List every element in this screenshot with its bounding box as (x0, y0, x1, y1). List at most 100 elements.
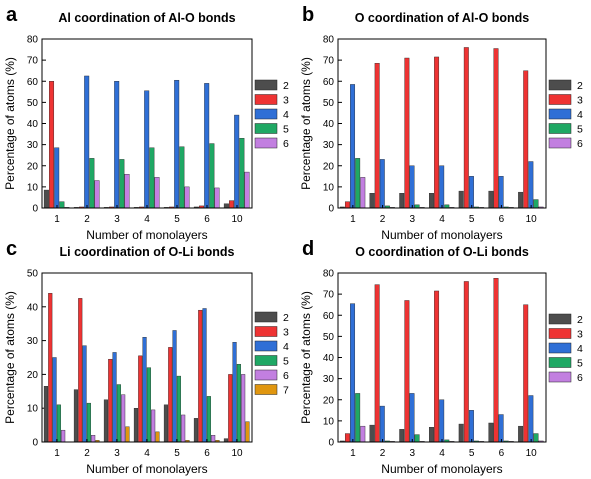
bar-a-s6-2 (94, 180, 100, 209)
x-axis-label: Number of monolayers (86, 462, 207, 476)
legend: 2 3 4 5 6 7 (254, 311, 289, 397)
legend-label-2: 2 (577, 80, 583, 92)
bar-a-s2-1 (43, 189, 49, 209)
x-tick-label: 3 (114, 448, 120, 459)
y-tick-label: 0 (32, 204, 38, 215)
legend-label-4: 4 (283, 341, 289, 353)
legend-label-4: 4 (577, 343, 583, 355)
bar-a-s6-4 (154, 177, 160, 209)
bar-c-s3-4 (138, 355, 143, 443)
x-axis-label: Number of monolayers (381, 462, 502, 476)
x-axis-label: Number of monolayers (86, 228, 207, 242)
bar-d-s2-3 (399, 429, 405, 443)
bar-c-s4-10 (232, 342, 237, 443)
bar-b-s3-1 (344, 201, 350, 209)
bar-d-s2-6 (488, 422, 494, 443)
y-tick-label: 0 (32, 438, 38, 449)
bar-b-s2-5 (458, 190, 464, 209)
x-tick-label: 10 (526, 448, 538, 459)
bar-c-s3-2 (78, 298, 83, 443)
x-tick-label: 4 (144, 448, 150, 459)
bar-c-s4-2 (82, 345, 87, 443)
x-tick-label: 5 (174, 448, 180, 459)
bar-b-s2-3 (399, 193, 405, 209)
legend-label-2: 2 (283, 312, 289, 324)
y-tick-label: 10 (323, 182, 335, 193)
y-tick-label: 40 (27, 119, 39, 130)
bar-d-s3-6 (493, 278, 499, 443)
bar-c-s4-5 (172, 330, 177, 443)
panel-a: a Al coordination of Al-O bonds 0 10 20 30 40 5… (3, 4, 289, 242)
bar-c-s2-3 (103, 399, 108, 443)
panel-letter: c (6, 238, 17, 260)
bar-d-s2-4 (429, 427, 434, 443)
bar-c-s6-3 (121, 394, 126, 443)
x-tick-label: 2 (380, 448, 386, 459)
x-tick-label: 2 (380, 214, 386, 225)
bar-c-s7-3 (125, 426, 130, 443)
legend-swatch-5 (548, 357, 572, 368)
y-tick-label: 50 (323, 98, 335, 109)
bar-c-s2-2 (73, 389, 78, 443)
bar-d-s4-2 (379, 405, 385, 443)
bar-b-s4-3 (409, 165, 415, 209)
legend-label-4: 4 (577, 109, 583, 121)
bar-a-s4-5 (174, 79, 180, 209)
bar-d-s4-4 (439, 399, 445, 443)
x-tick-label: 10 (231, 448, 243, 459)
x-tick-label: 4 (439, 448, 445, 459)
bar-a-s5-10 (239, 138, 245, 209)
x-tick-label: 5 (174, 214, 180, 225)
bar-a-s6-5 (184, 186, 190, 209)
bar-a-s2-10 (223, 203, 229, 209)
bar-d-s6-1 (360, 425, 366, 443)
bar-c-s6-5 (181, 414, 186, 443)
y-tick-label: 60 (323, 77, 335, 88)
y-tick-label: 60 (27, 77, 39, 88)
bar-a-s6-3 (124, 173, 130, 209)
x-tick-label: 6 (499, 448, 505, 459)
legend-label-2: 2 (577, 314, 583, 326)
x-tick-label: 6 (204, 448, 210, 459)
legend-swatch-3 (254, 94, 278, 105)
panel-d: d O coordination of O-Li bonds 0 10 20 30 40 50… (299, 238, 583, 476)
legend: 2 3 4 5 6 (548, 79, 583, 150)
bar-c-s2-1 (43, 386, 48, 443)
plot-frame (337, 272, 547, 443)
legend-label-6: 6 (283, 370, 289, 382)
plot-frame (337, 38, 547, 209)
panel-c: c Li coordination of O-Li bonds 0 10 20 30 40 5… (3, 238, 289, 476)
legend-swatch-5 (254, 355, 278, 366)
bar-a-s4-2 (84, 75, 90, 209)
x-tick-label: 3 (114, 214, 120, 225)
legend-swatch-5 (548, 123, 572, 134)
bar-c-s4-4 (142, 337, 147, 443)
y-tick-label: 10 (323, 416, 335, 427)
bar-c-s4-1 (52, 357, 57, 443)
bar-b-s3-5 (463, 47, 469, 209)
legend-swatch-6 (254, 137, 278, 149)
bar-a-s5-5 (179, 146, 185, 209)
bar-d-s4-10 (528, 395, 534, 443)
legend-swatch-3 (254, 326, 278, 337)
x-tick-label: 4 (439, 214, 445, 225)
bar-d-s3-4 (434, 290, 440, 443)
bar-b-s4-4 (439, 165, 445, 209)
bar-a-s4-6 (204, 83, 210, 209)
bar-b-s3-6 (493, 48, 499, 209)
bar-c-s6-4 (151, 409, 156, 443)
bar-c-s4-6 (202, 308, 207, 443)
bar-a-s6-10 (244, 171, 250, 209)
legend-swatch-2 (254, 311, 278, 323)
panel-letter: d (302, 238, 314, 260)
bar-c-s2-5 (163, 404, 169, 443)
y-tick-label: 40 (27, 302, 39, 313)
bar-a-s5-4 (149, 147, 155, 209)
bar-b-s5-1 (355, 158, 361, 209)
bar-a-s4-3 (114, 81, 120, 209)
y-tick-label: 50 (27, 269, 39, 280)
bar-a-s5-6 (209, 143, 215, 209)
y-tick-label: 50 (27, 98, 39, 109)
legend-label-3: 3 (577, 95, 583, 107)
